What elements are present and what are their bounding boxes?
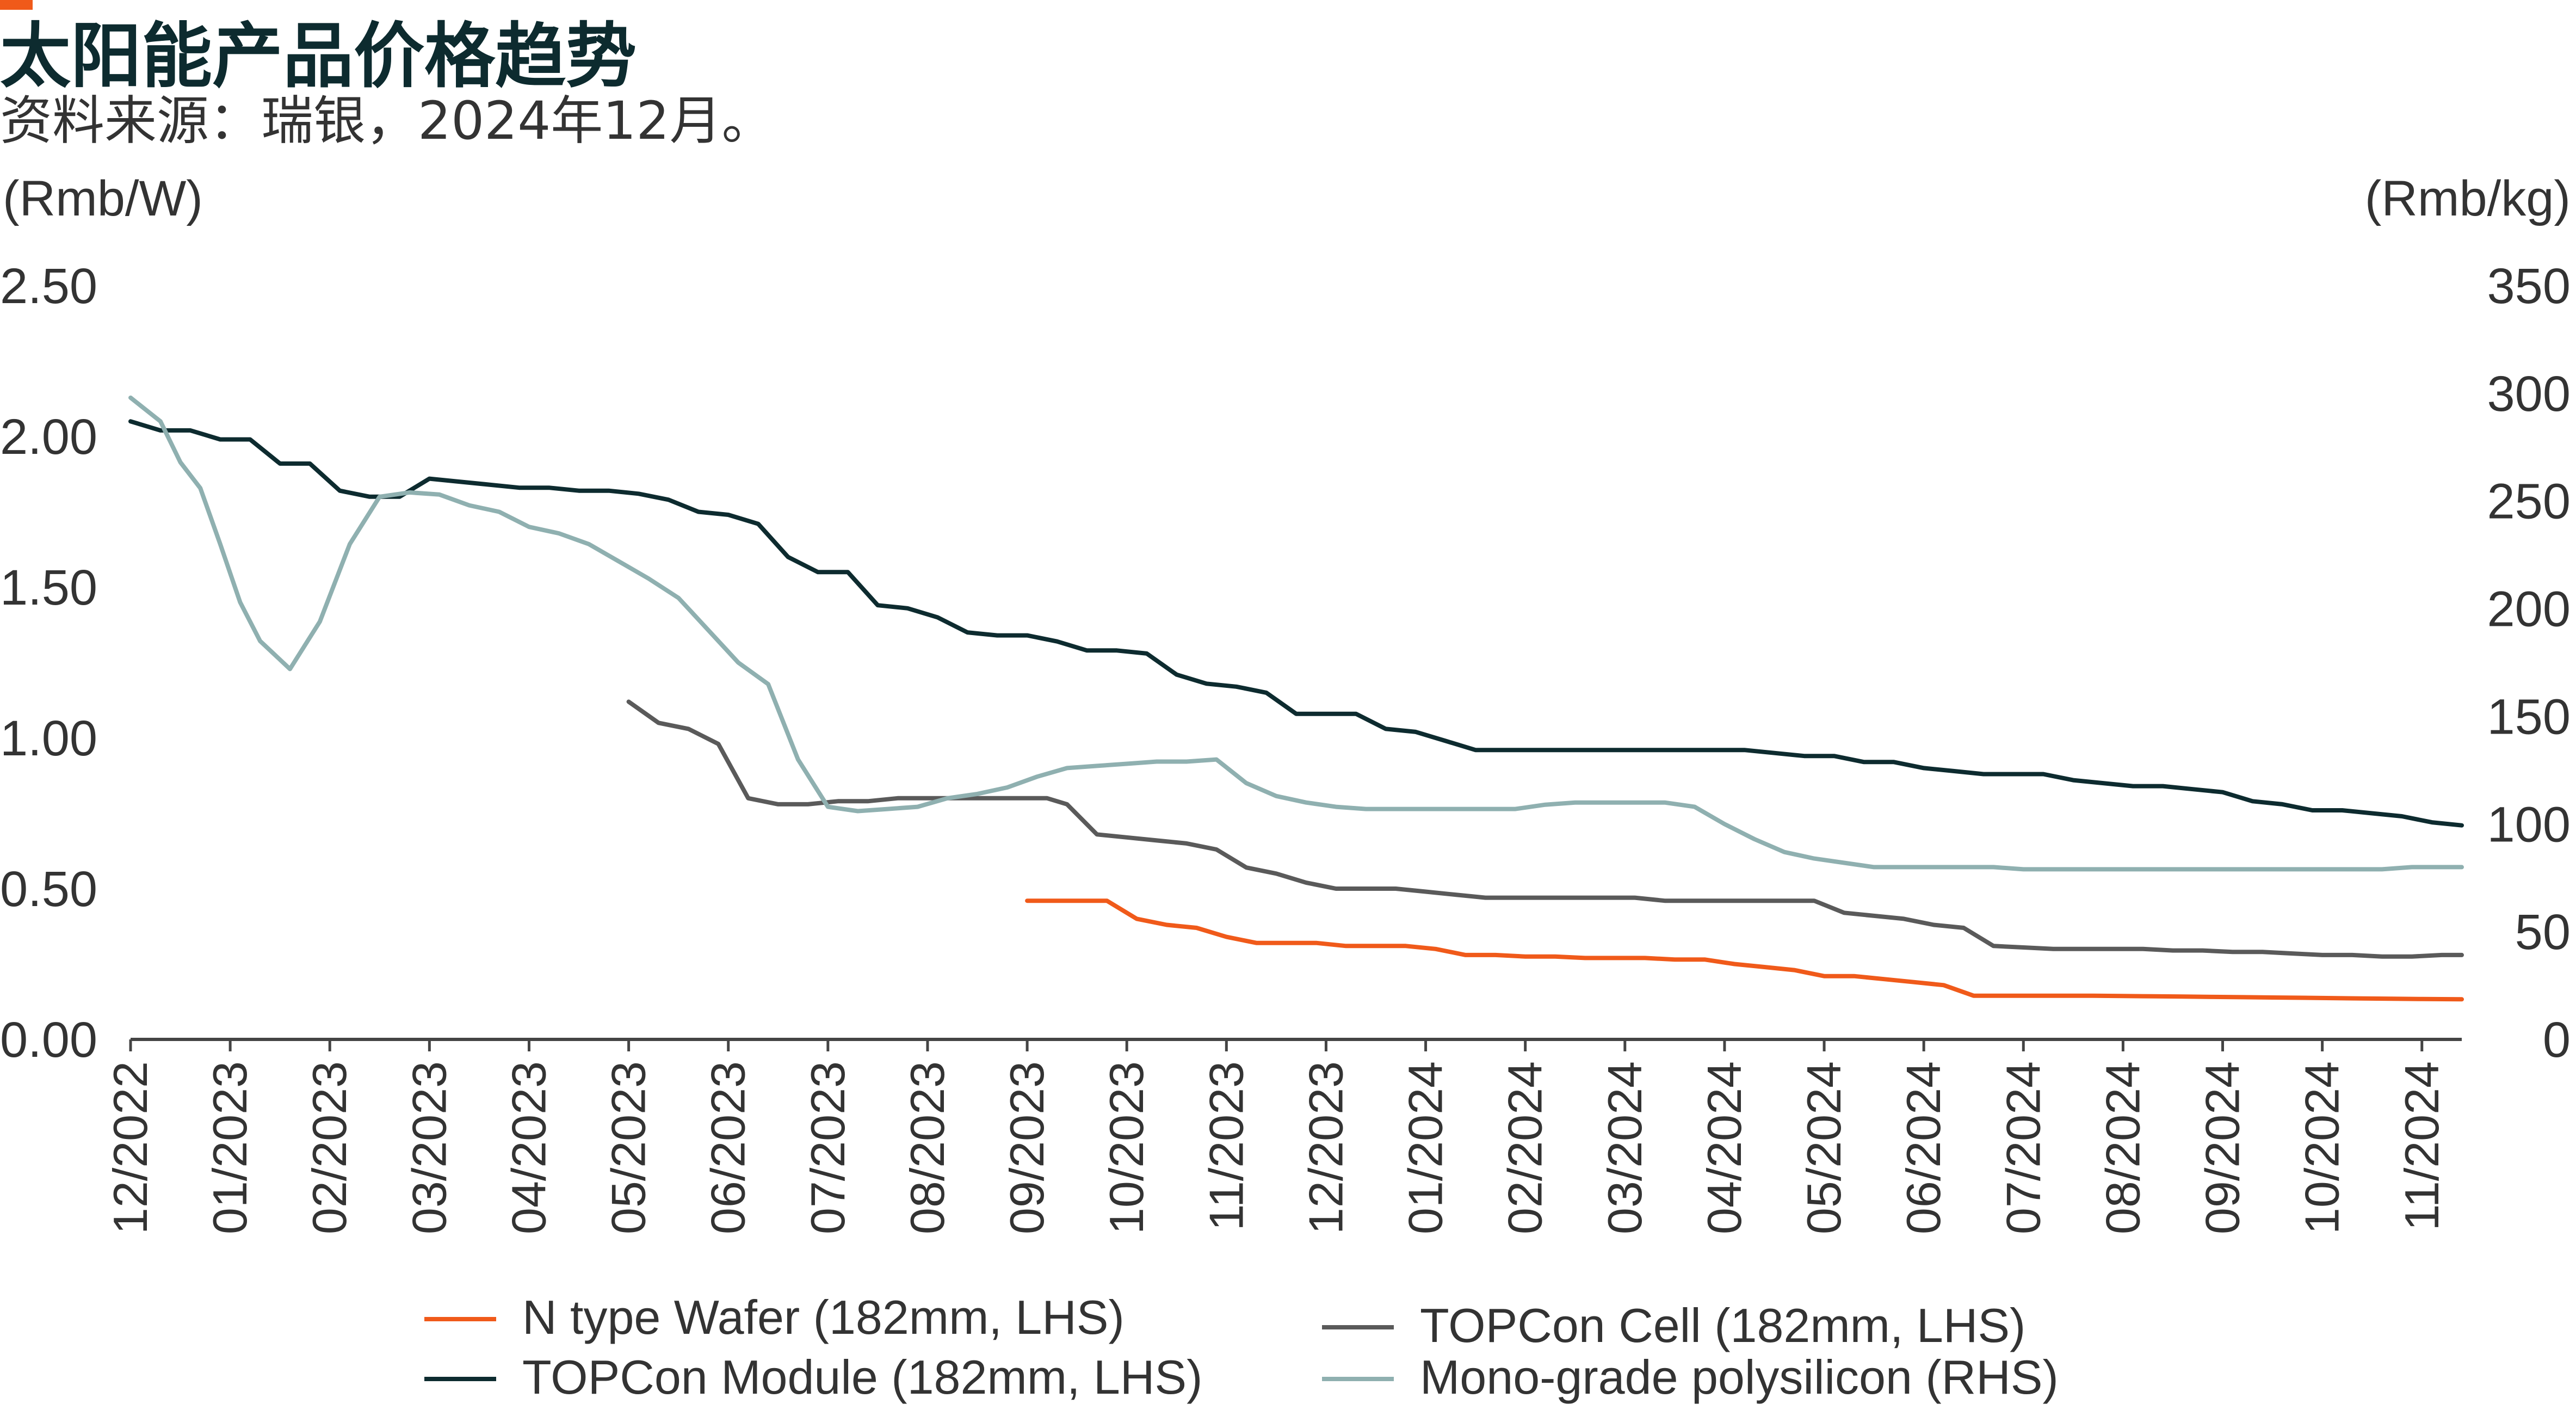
left-tick-label: 1.50 xyxy=(0,560,97,615)
series-line-1 xyxy=(626,699,2464,959)
x-tick-label: 09/2023 xyxy=(1000,1061,1054,1234)
legend-label-polysilicon: Mono-grade polysilicon (RHS) xyxy=(1420,1350,2059,1404)
left-tick-label: 0.00 xyxy=(0,1012,97,1068)
x-tick-label: 01/2024 xyxy=(1399,1061,1453,1234)
left-tick-label: 1.00 xyxy=(0,711,97,766)
x-tick-label: 07/2023 xyxy=(801,1061,855,1234)
legend-label-module: TOPCon Module (182mm, LHS) xyxy=(522,1350,1203,1404)
left-tick-label: 0.50 xyxy=(0,861,97,917)
x-tick-label: 05/2023 xyxy=(602,1061,656,1234)
legend-swatch-cell xyxy=(1322,1325,1394,1329)
right-tick-label: 50 xyxy=(2515,904,2571,960)
x-tick-label: 03/2023 xyxy=(402,1061,456,1234)
legend-swatch-polysilicon xyxy=(1322,1377,1394,1381)
x-tick-label: 02/2024 xyxy=(1498,1061,1552,1234)
chart-source: 资料来源：瑞银，2024年12月。 xyxy=(0,90,774,151)
x-tick-label: 05/2024 xyxy=(1797,1061,1851,1234)
x-tick-label: 01/2023 xyxy=(203,1061,257,1234)
x-tick-label: 07/2024 xyxy=(1996,1061,2050,1234)
right-axis-ticks: 0 50 100 150 200 250 300 350 xyxy=(2487,258,2571,1068)
left-axis-unit-label: (Rmb/W) xyxy=(3,171,203,226)
left-tick-label: 2.50 xyxy=(0,258,97,314)
x-tick-label: 04/2024 xyxy=(1697,1061,1751,1234)
left-axis-ticks: 0.00 0.50 1.00 1.50 2.00 2.50 xyxy=(0,258,97,1068)
x-tick-label: 12/2023 xyxy=(1299,1061,1352,1234)
x-tick-label: 02/2023 xyxy=(302,1061,356,1234)
series-line-3 xyxy=(128,395,2464,872)
x-tick-label: 10/2023 xyxy=(1099,1061,1153,1234)
right-tick-label: 100 xyxy=(2487,797,2571,852)
accent-bar xyxy=(0,0,33,10)
chart-title: 太阳能产品价格趋势 xyxy=(0,15,637,97)
x-tick-label: 08/2023 xyxy=(900,1061,954,1234)
x-tick-label: 06/2023 xyxy=(701,1061,755,1234)
x-tick-label: 04/2023 xyxy=(502,1061,555,1234)
legend-label-cell: TOPCon Cell (182mm, LHS) xyxy=(1420,1298,2026,1352)
right-tick-label: 250 xyxy=(2487,474,2571,529)
legend-swatch-module xyxy=(424,1377,496,1381)
right-tick-label: 200 xyxy=(2487,582,2571,637)
x-tick-label: 10/2024 xyxy=(2295,1061,2349,1234)
series-lines xyxy=(128,395,2464,1002)
left-tick-label: 2.00 xyxy=(0,409,97,465)
legend-label-wafer: N type Wafer (182mm, LHS) xyxy=(522,1290,1125,1344)
right-tick-label: 0 xyxy=(2543,1012,2571,1068)
series-line-2 xyxy=(128,419,2464,828)
series-line-0 xyxy=(1025,898,2464,1002)
legend-swatch-wafer xyxy=(424,1317,496,1321)
x-tick-label: 09/2024 xyxy=(2196,1061,2250,1234)
x-tick-label: 08/2024 xyxy=(2096,1061,2149,1234)
right-tick-label: 300 xyxy=(2487,366,2571,422)
right-axis-unit-label: (Rmb/kg) xyxy=(2365,171,2571,226)
right-tick-label: 350 xyxy=(2487,258,2571,314)
x-axis-ticks: 12/2022 01/2023 02/2023 03/2023 04/2023 05/20… xyxy=(103,1039,2449,1234)
x-tick-label: 12/2022 xyxy=(103,1061,157,1234)
x-tick-label: 06/2024 xyxy=(1897,1061,1950,1234)
x-tick-label: 03/2024 xyxy=(1598,1061,1652,1234)
right-tick-label: 150 xyxy=(2487,689,2571,744)
x-tick-label: 11/2023 xyxy=(1199,1061,1253,1231)
x-tick-label: 11/2024 xyxy=(2395,1061,2449,1231)
